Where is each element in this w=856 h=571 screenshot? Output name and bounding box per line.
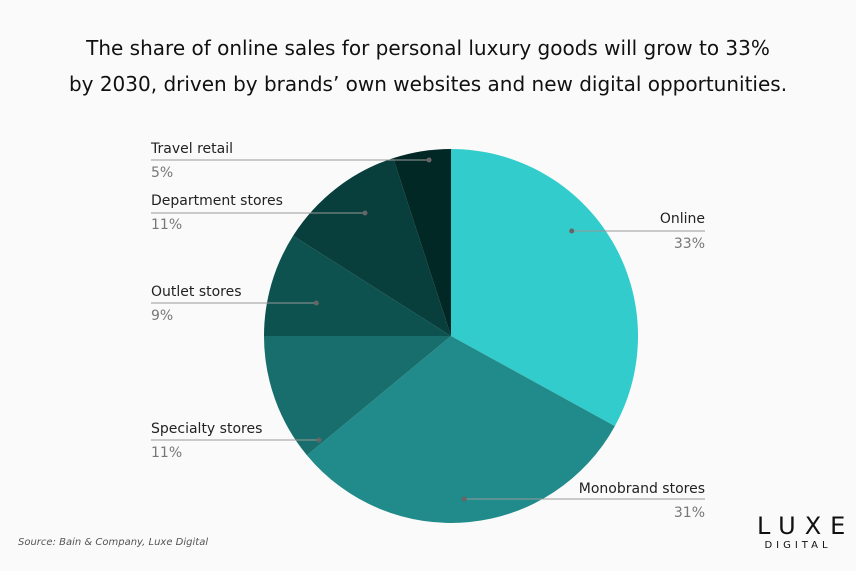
source-note: Source: Bain & Company, Luxe Digital: [18, 537, 209, 548]
leader-dot: [426, 157, 432, 163]
pie-slice-travel-retail: [393, 149, 451, 336]
value-monobrand: 31%: [673, 505, 705, 521]
title-line-1: The share of online sales for personal l…: [86, 36, 770, 60]
value-travel: 5%: [151, 165, 174, 181]
pie-slice-specialty-stores: [264, 336, 451, 456]
label-specialty: Specialty stores: [151, 421, 263, 437]
pie-slice-online: [451, 149, 638, 427]
value-specialty: 11%: [151, 445, 183, 461]
leader-dot: [313, 300, 319, 306]
title-line-2: by 2030, driven by brands’ own websites …: [68, 72, 788, 96]
leader-dot: [569, 228, 575, 234]
leader-dot: [316, 437, 322, 443]
chart-title: The share of online sales for personal l…: [0, 30, 856, 102]
logo-top: LUXE: [757, 512, 855, 540]
pie-slice-outlet-stores: [264, 235, 451, 336]
leader-dot: [362, 210, 368, 216]
pie-slice-department-stores: [293, 158, 451, 336]
label-monobrand: Monobrand stores: [578, 481, 705, 497]
label-online: Online: [659, 211, 705, 227]
label-travel: Travel retail: [151, 141, 233, 157]
luxe-digital-logo: LUXE DIGITAL: [748, 512, 855, 552]
value-online: 33%: [673, 236, 705, 252]
pie-slice-monobrand-stores: [306, 336, 615, 523]
label-department: Department stores: [151, 193, 283, 209]
label-outlet: Outlet stores: [151, 284, 242, 300]
logo-bottom: DIGITAL: [764, 540, 832, 551]
value-outlet: 9%: [151, 308, 174, 324]
value-department: 11%: [151, 217, 183, 233]
leader-dot: [461, 496, 467, 502]
